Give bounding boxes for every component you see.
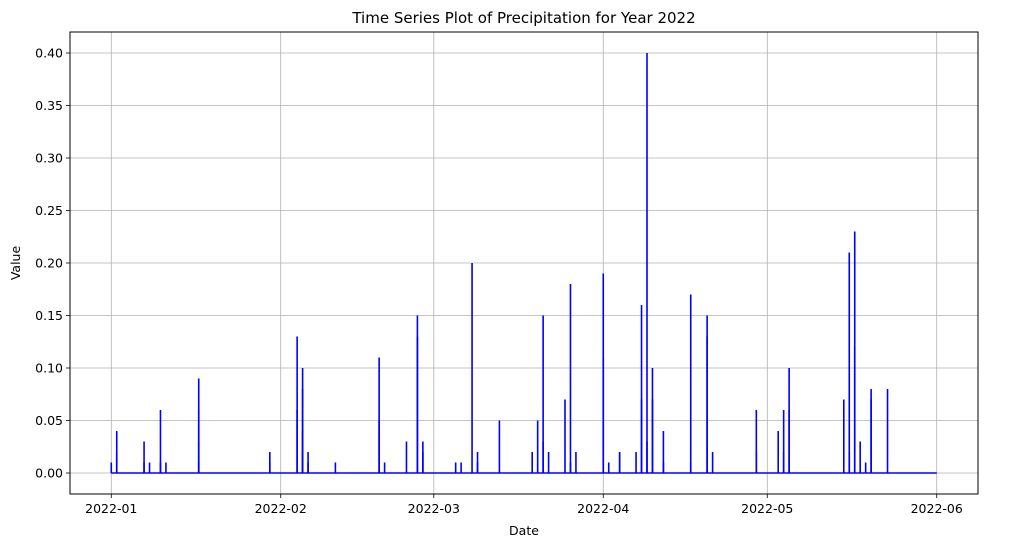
x-axis-ticks: 2022-01 2022-02 2022-03 2022-04 2022-05 2022-… bbox=[85, 494, 963, 516]
x-tick-label: 2022-02 bbox=[255, 501, 307, 516]
y-tick-label: 0.00 bbox=[35, 466, 63, 481]
gridlines bbox=[70, 32, 978, 494]
y-tick-label: 0.10 bbox=[35, 361, 63, 376]
x-tick-label: 2022-05 bbox=[741, 501, 793, 516]
x-tick-label: 2022-01 bbox=[85, 501, 137, 516]
y-tick-label: 0.25 bbox=[35, 203, 63, 218]
x-tick-label: 2022-04 bbox=[577, 501, 629, 516]
y-axis-ticks: 0.00 0.05 0.10 0.15 0.20 0.25 0.30 0.35 0.40 bbox=[35, 46, 70, 481]
x-axis-title: Date bbox=[509, 523, 539, 538]
y-tick-label: 0.35 bbox=[35, 98, 63, 113]
x-tick-label: 2022-06 bbox=[911, 501, 963, 516]
x-tick-label: 2022-03 bbox=[408, 501, 460, 516]
y-tick-label: 0.40 bbox=[35, 46, 63, 61]
y-tick-label: 0.20 bbox=[35, 256, 63, 271]
chart-title: Time Series Plot of Precipitation for Ye… bbox=[351, 9, 695, 27]
y-tick-label: 0.30 bbox=[35, 151, 63, 166]
y-axis-title: Value bbox=[8, 246, 23, 281]
series-spikes bbox=[110, 53, 889, 473]
y-tick-label: 0.05 bbox=[35, 413, 63, 428]
y-tick-label: 0.15 bbox=[35, 308, 63, 323]
series-layer bbox=[110, 53, 937, 474]
